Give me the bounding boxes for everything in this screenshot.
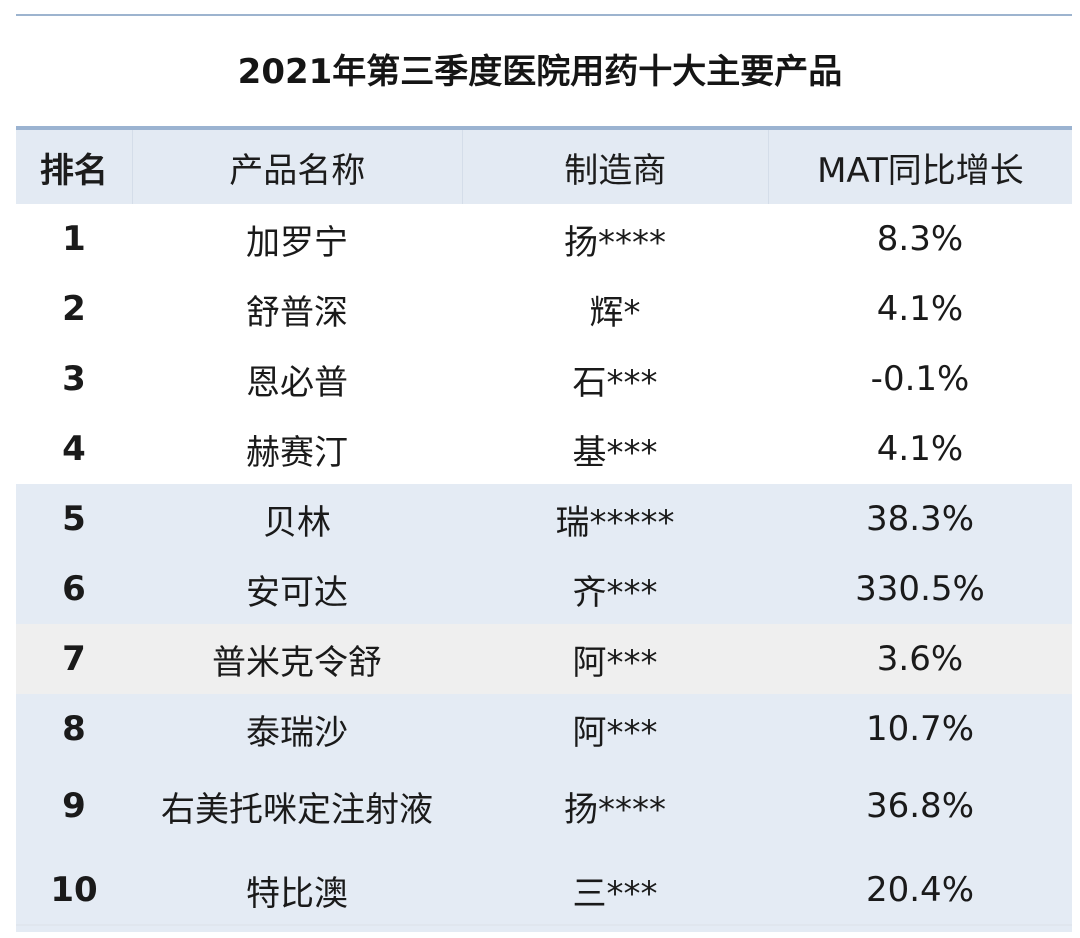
table-row: 3 恩必普 石*** -0.1% xyxy=(16,344,1072,414)
header-rank: 排名 xyxy=(39,150,108,191)
manufacturer-cell: 阿*** xyxy=(572,642,658,683)
product-name-cell: 贝林 xyxy=(263,502,331,543)
page-title: 2021年第三季度医院用药十大主要产品 xyxy=(237,52,843,92)
growth-cell: 20.4% xyxy=(865,870,974,910)
header-manufacturer: 制造商 xyxy=(461,130,768,204)
rank-cell: 5 xyxy=(62,499,86,539)
table-row: 9 右美托咪定注射液 扬**** 36.8% xyxy=(16,764,1072,848)
manufacturer-cell: 辉* xyxy=(589,292,641,333)
manufacturer-cell: 阿*** xyxy=(572,712,658,753)
growth-cell: 8.3% xyxy=(876,219,964,259)
product-name-cell: 特比澳 xyxy=(246,873,348,914)
header-product-name: 产品名称 xyxy=(131,130,462,204)
header-mat-growth: MAT同比增长 xyxy=(767,130,1072,204)
product-name-cell: 安可达 xyxy=(246,572,348,613)
rank-cell: 9 xyxy=(62,786,86,826)
table-row: 4 赫赛汀 基*** 4.1% xyxy=(16,414,1072,484)
growth-cell: 10.7% xyxy=(865,709,974,749)
table-row: 2 舒普深 辉* 4.1% xyxy=(16,274,1072,344)
growth-cell: 3.6% xyxy=(876,639,964,679)
product-name-cell: 舒普深 xyxy=(246,292,348,333)
manufacturer-cell: 齐*** xyxy=(572,572,658,613)
rank-cell: 4 xyxy=(62,429,86,469)
top-products-table: 排名 产品名称 制造商 MAT同比增长 1 加罗宁 扬**** 8.3% 2 舒… xyxy=(16,126,1072,932)
manufacturer-cell: 扬**** xyxy=(564,789,666,830)
rank-cell: 6 xyxy=(62,569,86,609)
table-row: 7 普米克令舒 阿*** 3.6% xyxy=(16,624,1072,694)
product-name-cell: 恩必普 xyxy=(246,362,348,403)
manufacturer-cell: 石*** xyxy=(572,362,658,403)
growth-cell: 330.5% xyxy=(855,569,985,609)
rank-cell: 10 xyxy=(50,870,98,910)
table-row: 10 特比澳 三*** 20.4% xyxy=(16,848,1072,932)
product-name-cell: 赫赛汀 xyxy=(246,432,348,473)
top-divider xyxy=(16,14,1072,16)
growth-cell: 38.3% xyxy=(865,499,974,539)
rank-cell: 2 xyxy=(62,289,86,329)
rank-cell: 7 xyxy=(62,639,86,679)
product-name-cell: 泰瑞沙 xyxy=(246,712,348,753)
product-name-cell: 加罗宁 xyxy=(246,222,348,263)
rank-cell: 3 xyxy=(62,359,86,399)
table-header-row: 排名 产品名称 制造商 MAT同比增长 xyxy=(16,130,1072,204)
growth-cell: 4.1% xyxy=(876,429,964,469)
product-name-cell: 右美托咪定注射液 xyxy=(161,789,433,830)
product-name-cell: 普米克令舒 xyxy=(212,642,382,683)
table-row: 6 安可达 齐*** 330.5% xyxy=(16,554,1072,624)
growth-cell: 4.1% xyxy=(876,289,964,329)
table-row: 8 泰瑞沙 阿*** 10.7% xyxy=(16,694,1072,764)
rank-cell: 1 xyxy=(62,219,86,259)
manufacturer-cell: 瑞***** xyxy=(555,502,675,543)
manufacturer-cell: 扬**** xyxy=(564,222,666,263)
table-row: 1 加罗宁 扬**** 8.3% xyxy=(16,204,1072,274)
header-divider xyxy=(16,126,1072,130)
growth-cell: -0.1% xyxy=(870,359,970,399)
rank-cell: 8 xyxy=(62,709,86,749)
manufacturer-cell: 基*** xyxy=(572,432,658,473)
table-row: 5 贝林 瑞***** 38.3% xyxy=(16,484,1072,554)
growth-cell: 36.8% xyxy=(865,786,974,826)
bottom-divider xyxy=(16,924,1072,926)
manufacturer-cell: 三*** xyxy=(572,873,658,914)
